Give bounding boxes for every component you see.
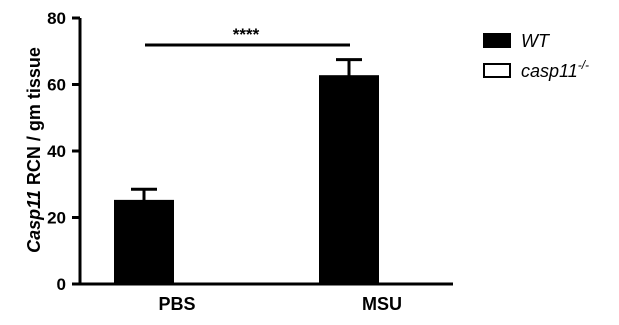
y-tick-label-20: 20 — [47, 209, 66, 228]
bar-msu-wt — [320, 76, 378, 284]
x-category-label-msu: MSU — [362, 294, 402, 314]
legend: WT casp11-/- — [484, 31, 589, 81]
legend-label-casp11-text: casp11 — [521, 61, 578, 81]
legend-label-casp11-sup: -/- — [578, 58, 589, 72]
y-tick-label-80: 80 — [47, 9, 66, 28]
legend-label-wt: WT — [521, 31, 551, 51]
y-tick-label-0: 0 — [57, 275, 66, 294]
legend-label-casp11: casp11-/- — [521, 58, 589, 81]
y-ticks: 0 20 40 60 80 — [47, 9, 80, 294]
x-category-labels: PBS MSU — [158, 294, 402, 314]
legend-swatch-wt — [484, 34, 510, 47]
bars — [115, 60, 378, 284]
y-axis-label-unit: RCN / gm tissue — [24, 47, 44, 190]
significance-stars: **** — [233, 25, 260, 44]
y-tick-label-60: 60 — [47, 76, 66, 95]
y-tick-label-40: 40 — [47, 142, 66, 161]
bar-pbs-wt — [115, 201, 173, 284]
y-axis-label-gene: Casp11 — [24, 190, 44, 253]
y-axis-label: Casp11 RCN / gm tissue — [24, 47, 44, 253]
x-category-label-pbs: PBS — [158, 294, 195, 314]
legend-swatch-casp11 — [484, 64, 510, 77]
